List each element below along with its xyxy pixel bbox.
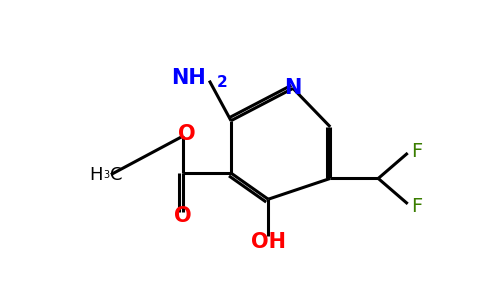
Text: F: F: [411, 197, 423, 216]
Text: NH: NH: [171, 68, 205, 88]
Text: $_3$: $_3$: [103, 167, 111, 181]
Text: OH: OH: [251, 232, 286, 252]
Text: O: O: [174, 206, 192, 226]
Text: 2: 2: [216, 75, 227, 90]
Text: C: C: [110, 166, 122, 184]
Text: O: O: [178, 124, 196, 144]
Text: H: H: [90, 166, 103, 184]
Text: F: F: [411, 142, 423, 161]
Text: N: N: [284, 78, 302, 98]
